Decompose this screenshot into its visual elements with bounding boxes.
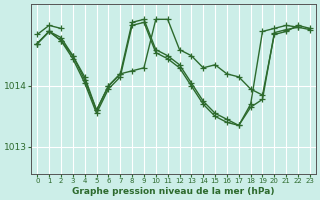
- X-axis label: Graphe pression niveau de la mer (hPa): Graphe pression niveau de la mer (hPa): [72, 187, 275, 196]
